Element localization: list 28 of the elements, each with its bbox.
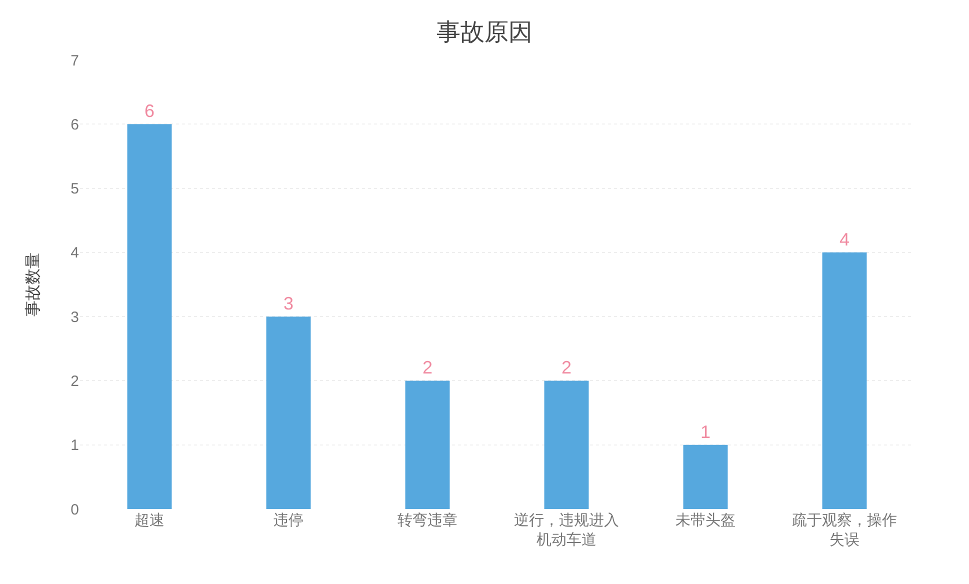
y-tick-label: 4 xyxy=(70,244,79,262)
y-tick-label: 5 xyxy=(70,180,79,198)
y-tick-label: 1 xyxy=(70,437,79,454)
data-label: 2 xyxy=(561,358,572,378)
bar xyxy=(683,444,728,509)
bar xyxy=(127,124,172,509)
x-tick-label: 未带头盔 xyxy=(676,511,736,529)
y-tick-label: 2 xyxy=(70,372,79,390)
data-label: 1 xyxy=(700,422,711,442)
data-label: 2 xyxy=(422,358,433,378)
x-tick-label: 逆行，违规进入机动车道 xyxy=(514,511,619,548)
bar xyxy=(266,316,311,509)
x-tick-label: 违停 xyxy=(274,511,304,529)
y-tick-label: 7 xyxy=(70,52,79,70)
bar xyxy=(544,380,589,509)
data-label: 3 xyxy=(283,294,294,314)
data-label: 6 xyxy=(144,101,155,122)
x-tick-label: 转弯违章 xyxy=(398,511,458,529)
bar xyxy=(822,252,867,509)
chart-title: 事故原因 xyxy=(436,18,532,46)
y-tick-label: 3 xyxy=(70,308,79,326)
y-axis-title: 事故数量 xyxy=(23,252,42,316)
y-tick-label: 6 xyxy=(70,116,79,134)
y-tick-label: 0 xyxy=(70,501,79,518)
x-tick-label: 疏于观察，操作失误 xyxy=(792,511,897,548)
bar xyxy=(405,380,450,509)
data-label: 4 xyxy=(839,229,850,250)
x-tick-label: 超速 xyxy=(134,511,164,529)
